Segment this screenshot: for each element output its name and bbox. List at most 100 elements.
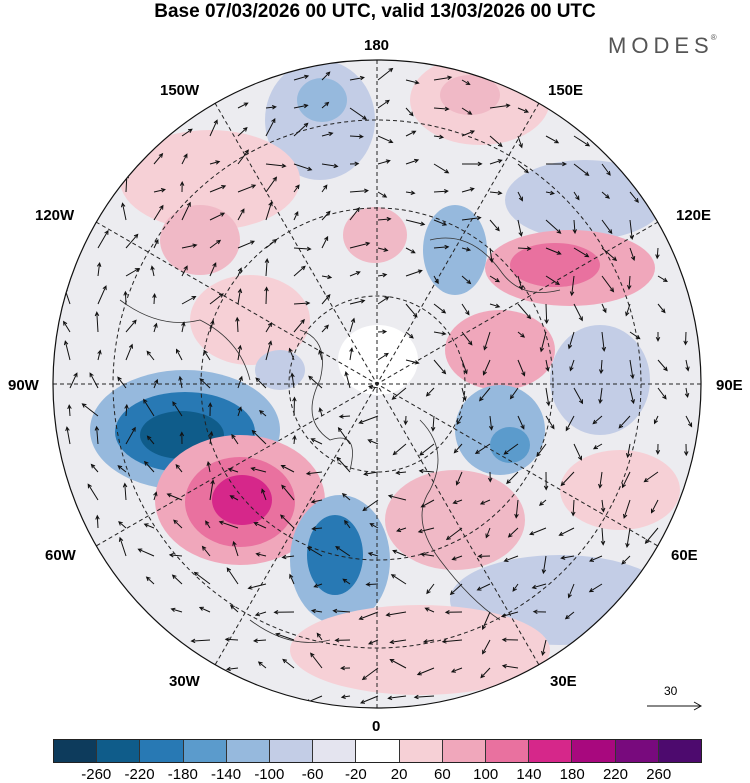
colorbar-tick-label: -20 <box>345 766 367 783</box>
wind-arrow <box>655 247 660 260</box>
wind-arrow <box>310 652 323 669</box>
wind-arrow <box>455 471 463 486</box>
colorbar-tick-label: -140 <box>211 766 242 783</box>
wind-arrow <box>461 79 471 86</box>
wind-arrow <box>237 240 255 249</box>
wind-arrow <box>265 238 278 249</box>
wind-arrow <box>261 488 267 501</box>
wind-arrow <box>417 527 435 534</box>
wind-arrow <box>509 387 519 400</box>
wind-arrow <box>368 384 379 390</box>
wind-arrow <box>532 609 547 615</box>
wind-arrow <box>125 343 133 361</box>
wind-arrow <box>150 265 155 277</box>
wind-arrow <box>592 415 603 425</box>
wind-arrow <box>567 583 575 599</box>
wind-arrow <box>377 159 391 165</box>
wind-arrow <box>651 499 659 514</box>
wind-arrow <box>600 499 606 513</box>
wind-arrow <box>97 229 109 249</box>
wind-arrow <box>601 247 618 262</box>
wind-arrow <box>367 552 379 557</box>
wind-arrow <box>405 269 423 277</box>
wind-arrow <box>209 319 215 333</box>
wind-arrow <box>629 387 635 405</box>
wind-arrow <box>433 106 450 112</box>
wind-arrow <box>209 239 222 249</box>
wind-arrow <box>433 134 445 140</box>
wind-arrow <box>625 303 631 317</box>
wind-arrow <box>293 103 309 109</box>
wind-arrow <box>418 468 435 474</box>
wind-arrow <box>153 322 158 333</box>
wind-arrow <box>125 319 137 333</box>
wind-arrow <box>433 359 447 375</box>
colorbar-swatch <box>313 740 357 762</box>
wind-arrow <box>531 583 547 590</box>
wind-arrow <box>63 340 71 361</box>
wind-arrow <box>209 119 218 137</box>
wind-arrow <box>209 185 227 193</box>
wind-arrow <box>349 271 361 277</box>
wind-arrow <box>293 246 312 252</box>
wind-arrow <box>601 219 613 235</box>
wind-arrow <box>618 415 631 429</box>
wind-arrow <box>655 332 661 342</box>
wind-arrow <box>153 188 166 193</box>
wind-arrow <box>488 415 494 431</box>
wind-arrow <box>237 344 243 361</box>
wind-arrow <box>425 387 435 397</box>
wind-arrow <box>173 519 183 529</box>
wind-vectors <box>63 67 693 704</box>
wind-arrow <box>558 527 575 536</box>
wind-arrow <box>81 403 99 417</box>
wind-arrow <box>377 272 388 278</box>
wind-arrow <box>545 415 555 430</box>
wind-arrow <box>179 180 185 193</box>
wind-arrow <box>500 611 519 618</box>
modes-logo: MODES® <box>608 33 717 59</box>
wind-arrow <box>389 658 407 669</box>
wind-arrow <box>237 375 243 389</box>
wind-arrow <box>229 495 239 501</box>
wind-arrow <box>461 331 473 346</box>
wind-arrow <box>420 499 435 508</box>
wind-arrow <box>344 519 351 529</box>
wind-arrow <box>257 661 267 669</box>
wind-arrow <box>358 415 379 424</box>
wind-arrow <box>146 350 155 361</box>
wind-arrow <box>265 340 273 361</box>
wind-arrow <box>336 456 351 473</box>
wind-arrow <box>501 637 519 642</box>
wind-arrow <box>171 574 183 585</box>
wind-arrow <box>592 443 603 450</box>
wind-arrow <box>573 163 590 176</box>
wind-arrow <box>392 549 407 557</box>
wind-arrow <box>123 290 128 305</box>
wind-arrow <box>601 303 607 314</box>
wind-arrow <box>349 161 360 167</box>
wind-arrow <box>95 514 100 529</box>
wind-arrow <box>476 583 491 591</box>
colorbar-swatch <box>486 740 530 762</box>
wind-arrow <box>227 467 239 473</box>
coastlines <box>119 237 561 643</box>
wind-arrow <box>181 243 198 249</box>
wind-arrow <box>281 484 295 501</box>
wind-arrow <box>306 547 323 557</box>
wind-arrow <box>629 331 641 340</box>
wind-arrow <box>145 576 155 585</box>
wind-arrow <box>684 387 690 398</box>
wind-arrow <box>359 695 379 704</box>
colorbar-tick-label: 180 <box>559 766 585 783</box>
wind-arrow <box>485 527 491 539</box>
wind-arrow <box>258 409 267 417</box>
wind-arrow <box>571 499 576 517</box>
wind-arrow <box>489 219 500 232</box>
wind-arrow <box>181 128 193 137</box>
wind-arrow <box>237 149 249 165</box>
wind-arrow <box>253 638 267 643</box>
wind-arrow <box>405 190 416 195</box>
wind-arrow <box>433 163 450 174</box>
